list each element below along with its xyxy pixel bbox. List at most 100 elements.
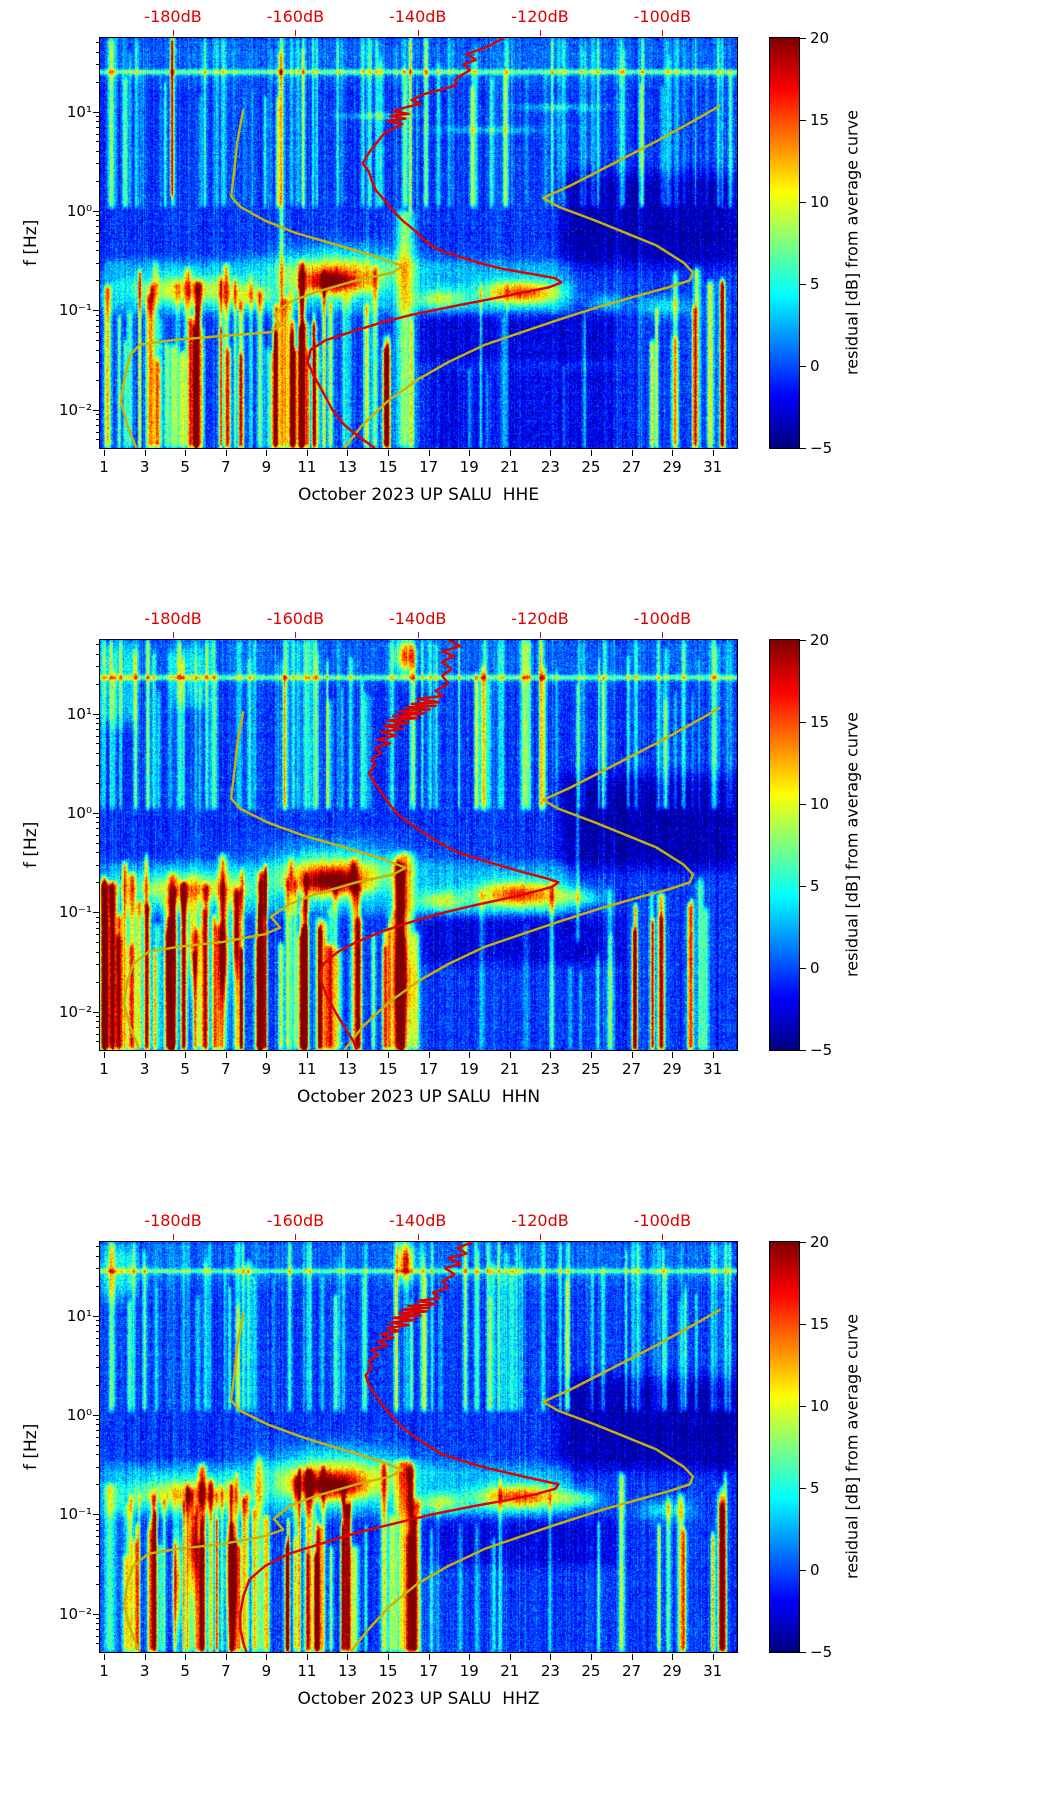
y-minor-tick	[96, 1355, 100, 1357]
y-axis-label: f [Hz]	[21, 1423, 41, 1471]
y-minor-tick	[96, 735, 100, 737]
x-tick-label: 29	[662, 458, 682, 476]
y-tick-label: 10⁻¹	[58, 301, 92, 320]
x-tick-label: 3	[139, 1662, 150, 1680]
colorbar-tick	[800, 120, 806, 121]
x-tick-label: 31	[703, 458, 723, 476]
top-db-tick-label: -100dB	[633, 609, 692, 628]
x-tick	[144, 450, 146, 456]
y-tick-label: 10⁻¹	[58, 1505, 92, 1524]
colorbar-tick	[800, 640, 806, 641]
y-minor-tick	[96, 934, 100, 936]
top-db-tick-label: -160dB	[266, 1211, 325, 1230]
red-average-psd-curve	[306, 38, 563, 448]
x-tick	[550, 1654, 552, 1660]
x-tick-label: 25	[581, 1060, 601, 1078]
colorbar-label: residual [dB] from average curve	[842, 1314, 862, 1580]
spectrogram-plot-area	[99, 639, 738, 1051]
y-tick	[93, 210, 100, 212]
top-db-tick-label: -140dB	[388, 1211, 447, 1230]
x-tick	[185, 450, 187, 456]
top-db-tick	[295, 30, 297, 36]
y-minor-tick	[96, 1454, 100, 1456]
y-minor-tick	[96, 1553, 100, 1555]
x-tick	[631, 1052, 633, 1058]
colorbar	[769, 1241, 800, 1653]
x-tick	[509, 1052, 511, 1058]
x-tick	[144, 1654, 146, 1660]
y-minor-tick	[96, 226, 100, 228]
y-minor-tick	[96, 1268, 100, 1270]
top-db-tick	[173, 632, 175, 638]
y-minor-tick	[96, 1643, 100, 1645]
x-tick-label: 7	[220, 1662, 231, 1680]
colorbar-tick	[800, 1570, 806, 1571]
colorbar-tick-label: 20	[810, 1233, 830, 1251]
colorbar-tick	[800, 38, 806, 39]
y-minor-tick	[96, 220, 100, 222]
red-average-psd-curve	[318, 640, 560, 1050]
psd-curves-overlay	[122, 640, 722, 1050]
y-minor-tick	[96, 414, 100, 416]
spectrogram-panel-hhe: f [Hz] October 2023 UP SALU HHE residual…	[0, 0, 1052, 602]
x-tick-label: 9	[261, 1662, 272, 1680]
colorbar-tick	[800, 722, 806, 723]
x-tick-label: 1	[99, 458, 109, 476]
top-db-tick-label: -180dB	[144, 1211, 202, 1230]
y-minor-tick	[96, 215, 100, 217]
y-tick-label: 10⁻²	[58, 400, 92, 419]
y-minor-tick	[96, 822, 100, 824]
y-minor-tick	[96, 964, 100, 966]
y-minor-tick	[96, 1444, 100, 1446]
x-tick	[104, 1654, 106, 1660]
y-minor-tick	[96, 834, 100, 836]
colorbar-tick-label: 10	[810, 795, 830, 813]
colorbar-tick	[800, 366, 806, 367]
x-tick-label: 31	[703, 1060, 723, 1078]
y-minor-tick	[96, 280, 100, 282]
y-minor-tick	[96, 753, 100, 755]
spectrogram-panel-hhn: f [Hz] October 2023 UP SALU HHN residual…	[0, 602, 1052, 1204]
y-minor-tick	[96, 51, 100, 53]
y-tick-label: 10¹	[66, 102, 92, 121]
y-minor-tick	[96, 1021, 100, 1023]
psd-curves-overlay	[122, 1242, 722, 1652]
colorbar-tick-label: −5	[810, 439, 833, 457]
colorbar-tick-label: 15	[810, 111, 830, 129]
y-minor-tick	[96, 314, 100, 316]
colorbar-tick	[800, 968, 806, 969]
x-tick	[104, 450, 106, 456]
y-minor-tick	[96, 1466, 100, 1468]
x-tick-label: 19	[459, 1662, 479, 1680]
x-tick	[672, 450, 674, 456]
x-tick-label: 23	[540, 1662, 560, 1680]
y-minor-tick	[96, 882, 100, 884]
colorbar-tick-label: 0	[810, 357, 820, 375]
y-minor-tick	[96, 133, 100, 135]
x-tick	[266, 1654, 268, 1660]
y-minor-tick	[96, 121, 100, 123]
y-minor-tick	[96, 1255, 100, 1257]
yellow-high-psd-curve	[349, 1308, 722, 1652]
y-minor-tick	[96, 1618, 100, 1620]
y-minor-tick	[96, 1285, 100, 1287]
x-tick-label: 15	[378, 458, 398, 476]
x-tick	[185, 1052, 187, 1058]
colorbar-tick	[800, 886, 806, 887]
top-db-tick	[173, 1234, 175, 1240]
x-tick	[306, 1052, 308, 1058]
y-minor-tick	[96, 1424, 100, 1426]
x-tick	[388, 1654, 390, 1660]
x-tick-label: 19	[459, 458, 479, 476]
y-minor-tick	[96, 1635, 100, 1637]
x-tick-label: 15	[378, 1662, 398, 1680]
x-tick	[185, 1654, 187, 1660]
colorbar-gradient	[770, 640, 799, 1050]
y-tick	[93, 1011, 100, 1013]
y-minor-tick	[96, 683, 100, 685]
x-tick	[550, 450, 552, 456]
colorbar-tick	[800, 1242, 806, 1243]
y-minor-tick	[96, 1325, 100, 1327]
x-tick-label: 1	[99, 1060, 109, 1078]
y-minor-tick	[96, 951, 100, 953]
